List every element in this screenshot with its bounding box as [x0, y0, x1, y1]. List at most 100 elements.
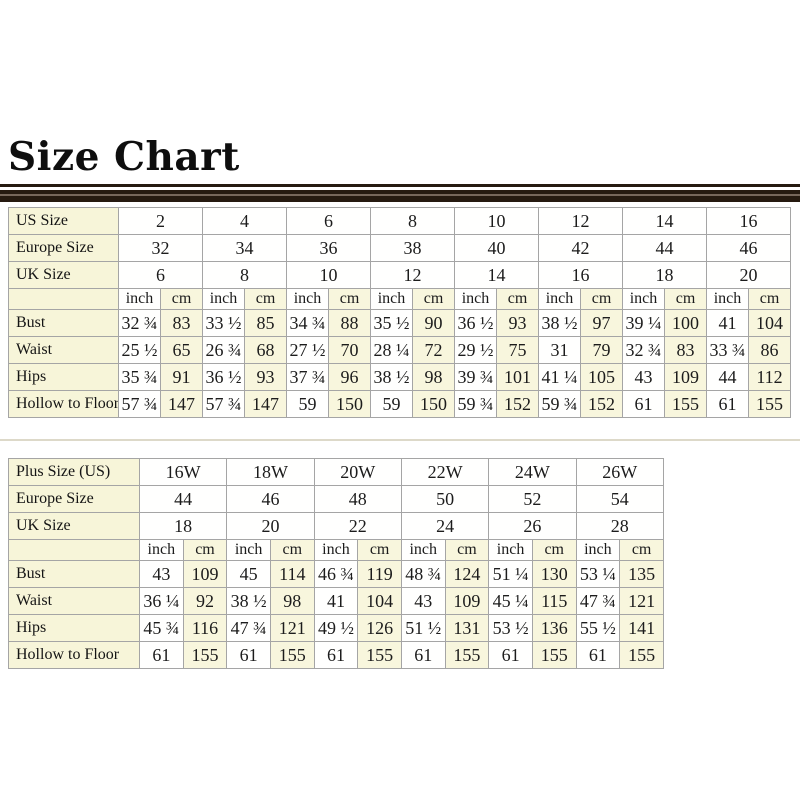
measurement-inch-value: 59 [370, 390, 413, 418]
measurement-inch-value: 45 ¼ [488, 587, 533, 615]
size-value: 6 [286, 207, 371, 235]
size-value: 16W [138, 458, 228, 486]
measurement-inch-value: 36 ¼ [139, 587, 184, 615]
size-value: 6 [118, 261, 203, 289]
standard-size-table: US Size 2 4 6 8 10 12 14 16 Europe Size 32 34 36 38 40… [8, 207, 791, 418]
measurement-cm-value: 126 [357, 614, 402, 642]
size-conversion-row: Europe Size 44 46 48 50 52 54 [8, 485, 665, 513]
measurement-inch-value: 25 ½ [118, 336, 161, 364]
measurement-cm-value: 124 [444, 560, 490, 588]
measurement-cm-value: 101 [496, 363, 539, 391]
size-value: 16 [538, 261, 623, 289]
measurement-cm-value: 155 [444, 641, 490, 669]
measurement-inch-value: 41 [706, 309, 749, 337]
measurement-cm-value: 147 [160, 390, 203, 418]
size-value: 54 [575, 485, 665, 513]
size-value: 26 [488, 512, 577, 540]
measurement-cm-value: 155 [182, 641, 228, 669]
measurement-cm-value: 114 [269, 560, 315, 588]
measurement-cm-value: 70 [328, 336, 371, 364]
measurement-cm-value: 97 [580, 309, 623, 337]
unit-header-inch: inch [400, 539, 446, 561]
unit-header-inch: inch [202, 288, 245, 310]
measurement-inch-value: 61 [313, 641, 359, 669]
size-value: 36 [286, 234, 371, 262]
row-label: Plus Size (US) [8, 458, 140, 486]
size-value: 8 [202, 261, 287, 289]
unit-header-inch: inch [454, 288, 497, 310]
measurement-inch-value: 53 ¼ [575, 560, 621, 588]
measurement-inch-value: 35 ¾ [118, 363, 161, 391]
unit-header-cm: cm [328, 288, 371, 310]
row-label: UK Size [8, 512, 140, 540]
unit-header-cm: cm [412, 288, 455, 310]
unit-header-inch: inch [488, 539, 533, 561]
measurement-row: Hips 45 ¾ 116 47 ¾ 121 49 ½ 126 51 ½ 131 53 ½ 136 5… [8, 614, 664, 642]
measurement-cm-value: 65 [160, 336, 203, 364]
measurement-inch-value: 32 ¾ [118, 309, 161, 337]
size-value: 8 [370, 207, 455, 235]
measurement-cm-value: 121 [619, 587, 664, 615]
size-value: 2 [118, 207, 203, 235]
measurement-cm-value: 152 [496, 390, 539, 418]
unit-header-cm: cm [269, 539, 315, 561]
measurement-inch-value: 39 ¾ [454, 363, 497, 391]
size-value: 48 [313, 485, 402, 513]
size-value: 14 [622, 207, 707, 235]
size-value: 44 [138, 485, 228, 513]
unit-header-inch: inch [313, 539, 359, 561]
measurement-inch-value: 48 ¾ [400, 560, 446, 588]
size-value: 32 [118, 234, 203, 262]
size-value: 46 [706, 234, 791, 262]
measurement-cm-value: 109 [444, 587, 490, 615]
measurement-inch-value: 61 [575, 641, 621, 669]
size-value: 20W [313, 458, 402, 486]
measurement-inch-value: 39 ¼ [622, 309, 665, 337]
row-label: UK Size [8, 261, 119, 289]
measurement-inch-value: 45 [226, 560, 271, 588]
unit-header-cm: cm [580, 288, 623, 310]
measurement-cm-value: 155 [531, 641, 577, 669]
measurement-inch-value: 35 ½ [370, 309, 413, 337]
unit-header-row: inch cm inch cm inch cm inch cm inch cm inch cm [8, 539, 664, 561]
size-value: 28 [575, 512, 665, 540]
size-value: 20 [706, 261, 791, 289]
size-value: 34 [202, 234, 287, 262]
measurement-inch-value: 36 ½ [454, 309, 497, 337]
measurement-cm-value: 88 [328, 309, 371, 337]
measurement-inch-value: 43 [622, 363, 665, 391]
size-conversion-row: Europe Size 32 34 36 38 40 42 44 46 [8, 234, 791, 262]
row-label: Bust [8, 560, 140, 588]
measurement-cm-value: 100 [664, 309, 707, 337]
measurement-inch-value: 49 ½ [313, 614, 359, 642]
size-value: 46 [226, 485, 315, 513]
measurement-cm-value: 116 [182, 614, 228, 642]
measurement-cm-value: 150 [328, 390, 371, 418]
measurement-cm-value: 85 [244, 309, 287, 337]
measurement-cm-value: 75 [496, 336, 539, 364]
measurement-row: Hollow to Floor 61 155 61 155 61 155 61 155 61 155… [8, 641, 664, 669]
measurement-inch-value: 61 [226, 641, 271, 669]
size-conversion-row: US Size 2 4 6 8 10 12 14 16 [8, 207, 791, 235]
row-label: Europe Size [8, 234, 119, 262]
unit-header-cm: cm [496, 288, 539, 310]
row-label: Hollow to Floor [8, 390, 119, 418]
size-conversion-row: Plus Size (US) 16W 18W 20W 22W 24W 26W [8, 458, 665, 486]
measurement-inch-value: 59 ¾ [538, 390, 581, 418]
size-conversion-row: UK Size 18 20 22 24 26 28 [8, 512, 665, 540]
row-label: Hollow to Floor [8, 641, 140, 669]
size-value: 22 [313, 512, 402, 540]
measurement-row: Hollow to Floor 57 ¾ 147 57 ¾ 147 59 150 59 150 5… [8, 390, 791, 418]
row-label: Hips [8, 363, 119, 391]
plus-size-table: Plus Size (US) 16W 18W 20W 22W 24W 26W Europe S… [8, 458, 665, 669]
unit-header-inch: inch [226, 539, 271, 561]
size-value: 44 [622, 234, 707, 262]
unit-header-inch: inch [286, 288, 329, 310]
unit-header-cm: cm [748, 288, 791, 310]
row-label: Waist [8, 336, 119, 364]
measurement-inch-value: 43 [400, 587, 446, 615]
measurement-cm-value: 112 [748, 363, 791, 391]
measurement-inch-value: 41 [313, 587, 359, 615]
size-value: 40 [454, 234, 539, 262]
